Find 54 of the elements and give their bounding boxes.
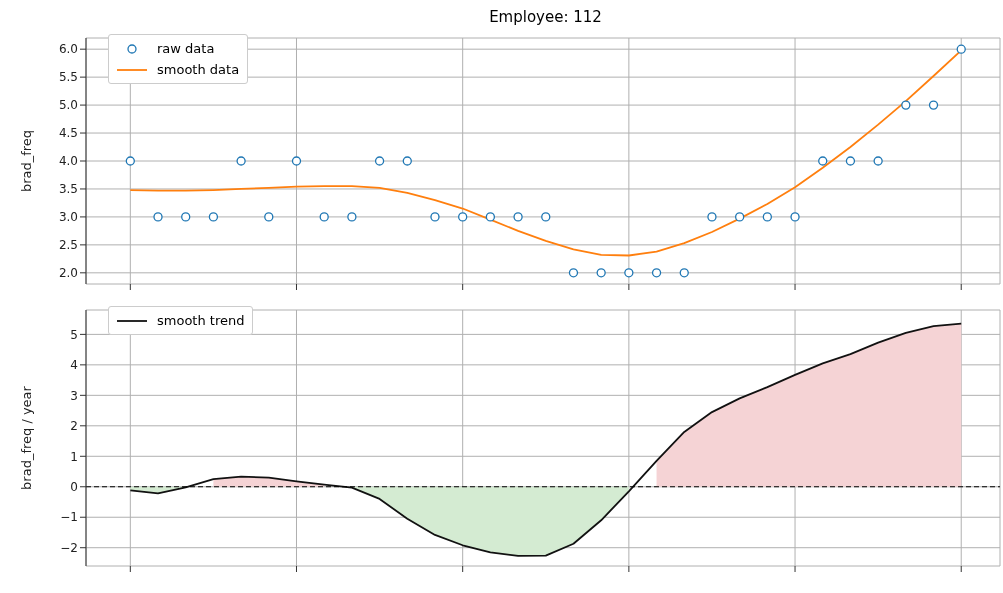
y-tick-label: 1 [70, 449, 78, 464]
point [790, 212, 800, 222]
point [845, 156, 856, 166]
point [762, 212, 772, 222]
point [430, 212, 440, 222]
point [347, 212, 357, 222]
legend-label: raw data [157, 41, 215, 56]
point [651, 268, 662, 278]
y-tick-label: 6.0 [58, 42, 78, 57]
y-tick-label: 2.5 [58, 238, 78, 253]
point [374, 156, 385, 166]
point [153, 212, 163, 222]
y-tick-label: 0 [70, 480, 78, 495]
y-tick-label: 4 [70, 358, 78, 373]
point [485, 212, 496, 222]
point [818, 156, 828, 166]
y-tick-label: −1 [60, 510, 78, 525]
y-axis-title: brad_freq / year [18, 385, 34, 490]
point [264, 212, 274, 222]
y-tick-label: 5 [70, 327, 78, 342]
point [596, 268, 606, 278]
point [735, 212, 745, 222]
point [568, 268, 579, 278]
legend-label: smooth trend [157, 313, 245, 328]
point [679, 268, 689, 278]
y-tick-label: 2.0 [58, 266, 78, 281]
y-tick-label: 4.0 [58, 154, 78, 169]
point [707, 212, 717, 222]
point [181, 212, 191, 222]
y-axis-title: brad_freq [18, 129, 34, 193]
point [402, 156, 412, 166]
y-tick-label: −2 [60, 540, 78, 555]
y-tick-label: 2 [70, 419, 78, 434]
point [901, 100, 911, 110]
point [873, 156, 883, 166]
point [956, 44, 966, 54]
point [291, 156, 302, 166]
point [208, 212, 219, 222]
y-tick-label: 3 [70, 388, 78, 403]
chart-title: Employee: 112 [488, 8, 603, 28]
y-tick-label: 5.5 [58, 70, 78, 85]
y-tick-label: 4.5 [58, 126, 78, 141]
point [928, 100, 939, 110]
point [513, 212, 523, 222]
point [624, 268, 634, 278]
y-tick-label: 5.0 [58, 98, 78, 113]
point [541, 212, 551, 222]
legend-label: smooth data [157, 62, 240, 77]
point [319, 212, 329, 222]
point [458, 212, 468, 222]
y-tick-label: 3.0 [58, 210, 78, 225]
point [125, 156, 135, 166]
y-tick-label: 3.5 [58, 182, 78, 197]
point [236, 156, 246, 166]
